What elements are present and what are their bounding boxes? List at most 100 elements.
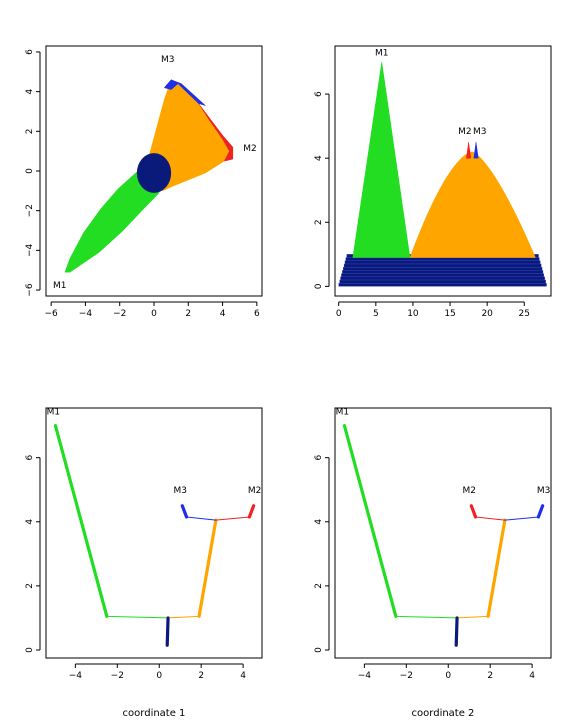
green-peak <box>352 61 411 258</box>
red-branch-link <box>215 516 250 521</box>
y-tick-label: 6 <box>314 455 324 461</box>
band-row <box>343 267 543 271</box>
orange-branch-link <box>167 615 200 619</box>
label-m2: M2 <box>462 486 476 496</box>
y-tick-label: −6 <box>25 283 35 297</box>
label-m1: M1 <box>47 407 61 417</box>
green-branch-link <box>106 615 169 619</box>
label-m3: M3 <box>473 127 487 137</box>
label-m2: M2 <box>458 127 472 137</box>
y-tick-label: 2 <box>314 583 324 589</box>
label-m1: M1 <box>53 281 67 291</box>
band-row <box>339 279 546 284</box>
plot-frame <box>45 45 263 297</box>
green-branch <box>53 424 109 618</box>
blue-region <box>163 79 206 106</box>
x-tick-label: −4 <box>358 671 372 681</box>
blue-branch <box>536 504 545 519</box>
x-tick-label: 5 <box>373 309 379 319</box>
label-m1: M1 <box>375 49 389 59</box>
orange-branch <box>197 518 218 618</box>
x-tick-label: −2 <box>113 309 126 319</box>
label-m1: M1 <box>336 407 350 417</box>
red-region <box>198 103 234 162</box>
navy-base-band <box>338 254 547 287</box>
x-tick-label: 15 <box>444 309 455 319</box>
orange-branch-link <box>456 615 489 619</box>
label-m2: M2 <box>248 486 262 496</box>
x-tick-label: −6 <box>45 309 59 319</box>
panel-3-axes: −4 −2 0 2 4 0 2 4 6 coordinate 1 <box>25 407 263 719</box>
x-tick-label: 20 <box>481 309 493 319</box>
x-tick-label: 0 <box>336 309 342 319</box>
y-tick-label: 0 <box>25 168 35 174</box>
y-tick-label: 2 <box>25 583 35 589</box>
y-tick-label: 2 <box>25 128 35 134</box>
band-row <box>340 276 545 281</box>
panel-2-axes: 0 5 10 15 20 25 0 2 4 6 <box>314 45 552 319</box>
x-tick-label: −2 <box>400 671 413 681</box>
y-tick-label: 4 <box>314 155 324 161</box>
x-tick-label: 0 <box>151 309 157 319</box>
band-row <box>344 260 541 265</box>
x-tick-label: 4 <box>529 671 535 681</box>
x-tick-label: −4 <box>69 671 83 681</box>
x-axis-title: coordinate 1 <box>123 708 186 719</box>
y-tick-label: 4 <box>25 89 35 95</box>
y-tick-label: −2 <box>25 204 35 217</box>
y-tick-label: 2 <box>314 219 324 225</box>
green-branch-link <box>395 615 458 619</box>
band-row <box>342 270 544 274</box>
x-tick-label: −4 <box>79 309 93 319</box>
y-tick-label: 4 <box>25 519 35 525</box>
x-tick-label: 2 <box>198 671 204 681</box>
blue-branch-link <box>504 516 539 521</box>
x-axis-title: coordinate 2 <box>412 708 475 719</box>
x-tick-label: 4 <box>240 671 246 681</box>
y-tick-label: 4 <box>314 519 324 525</box>
navy-branch <box>165 616 170 647</box>
y-tick-label: 0 <box>25 647 35 653</box>
band-row <box>343 263 542 268</box>
y-tick-label: 6 <box>25 455 35 461</box>
y-tick-label: −4 <box>25 243 35 257</box>
red-branch <box>469 504 478 519</box>
panel-1-axes: −6 −4 −2 0 2 4 6 −6 −4 −2 0 2 4 6 <box>25 45 263 319</box>
band-row <box>338 283 547 287</box>
x-tick-label: 4 <box>220 309 226 319</box>
x-tick-label: 0 <box>445 671 451 681</box>
band-row <box>341 273 545 277</box>
x-tick-label: 6 <box>254 309 260 319</box>
label-m3: M3 <box>173 486 187 496</box>
plot-frame <box>45 407 263 659</box>
blue-peak <box>473 142 479 159</box>
x-tick-label: 0 <box>156 671 162 681</box>
blue-branch-link <box>186 516 217 521</box>
label-m2: M2 <box>243 144 257 154</box>
red-branch-link <box>475 516 506 521</box>
navy-branch <box>454 616 459 647</box>
plot-frame <box>334 407 552 659</box>
y-tick-label: 6 <box>25 49 35 55</box>
orange-hump <box>409 151 536 258</box>
y-tick-label: 0 <box>314 647 324 653</box>
y-tick-label: 0 <box>314 283 324 289</box>
panel-4-axes: −4 −2 0 2 4 0 2 4 6 coordinate 2 <box>314 407 552 719</box>
label-m3: M3 <box>161 55 175 65</box>
x-tick-label: 2 <box>185 309 191 319</box>
red-peak <box>466 142 472 159</box>
green-branch <box>342 424 398 618</box>
x-tick-label: 10 <box>407 309 419 319</box>
x-tick-label: 25 <box>519 309 530 319</box>
red-branch <box>247 504 256 519</box>
blue-branch <box>180 504 189 519</box>
x-tick-label: −2 <box>111 671 124 681</box>
label-m3: M3 <box>537 486 551 496</box>
orange-branch <box>486 518 507 618</box>
plot-frame <box>334 45 552 297</box>
band-row <box>345 257 540 261</box>
navy-disk <box>136 153 172 193</box>
y-tick-label: 6 <box>314 91 324 97</box>
x-tick-label: 2 <box>487 671 493 681</box>
